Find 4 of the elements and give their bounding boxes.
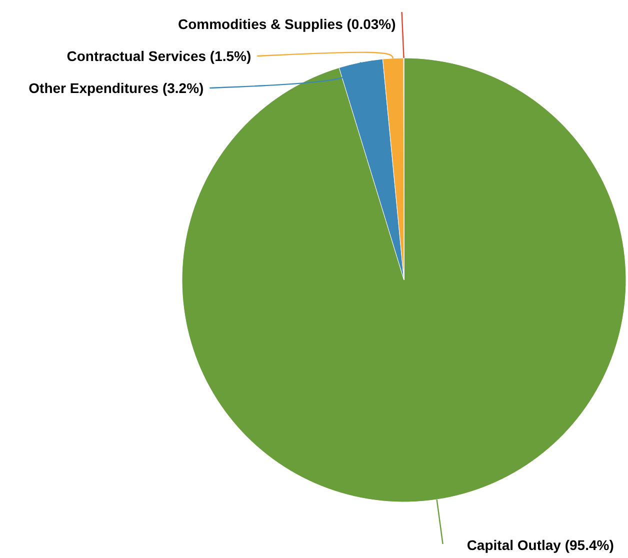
slice-label: Contractual Services (1.5%)	[66, 48, 252, 64]
slice-label: Capital Outlay (95.4%)	[466, 537, 614, 553]
slice-label: Other Expenditures (3.2%)	[28, 80, 204, 96]
slice-label: Commodities & Supplies (0.03%)	[178, 16, 396, 32]
